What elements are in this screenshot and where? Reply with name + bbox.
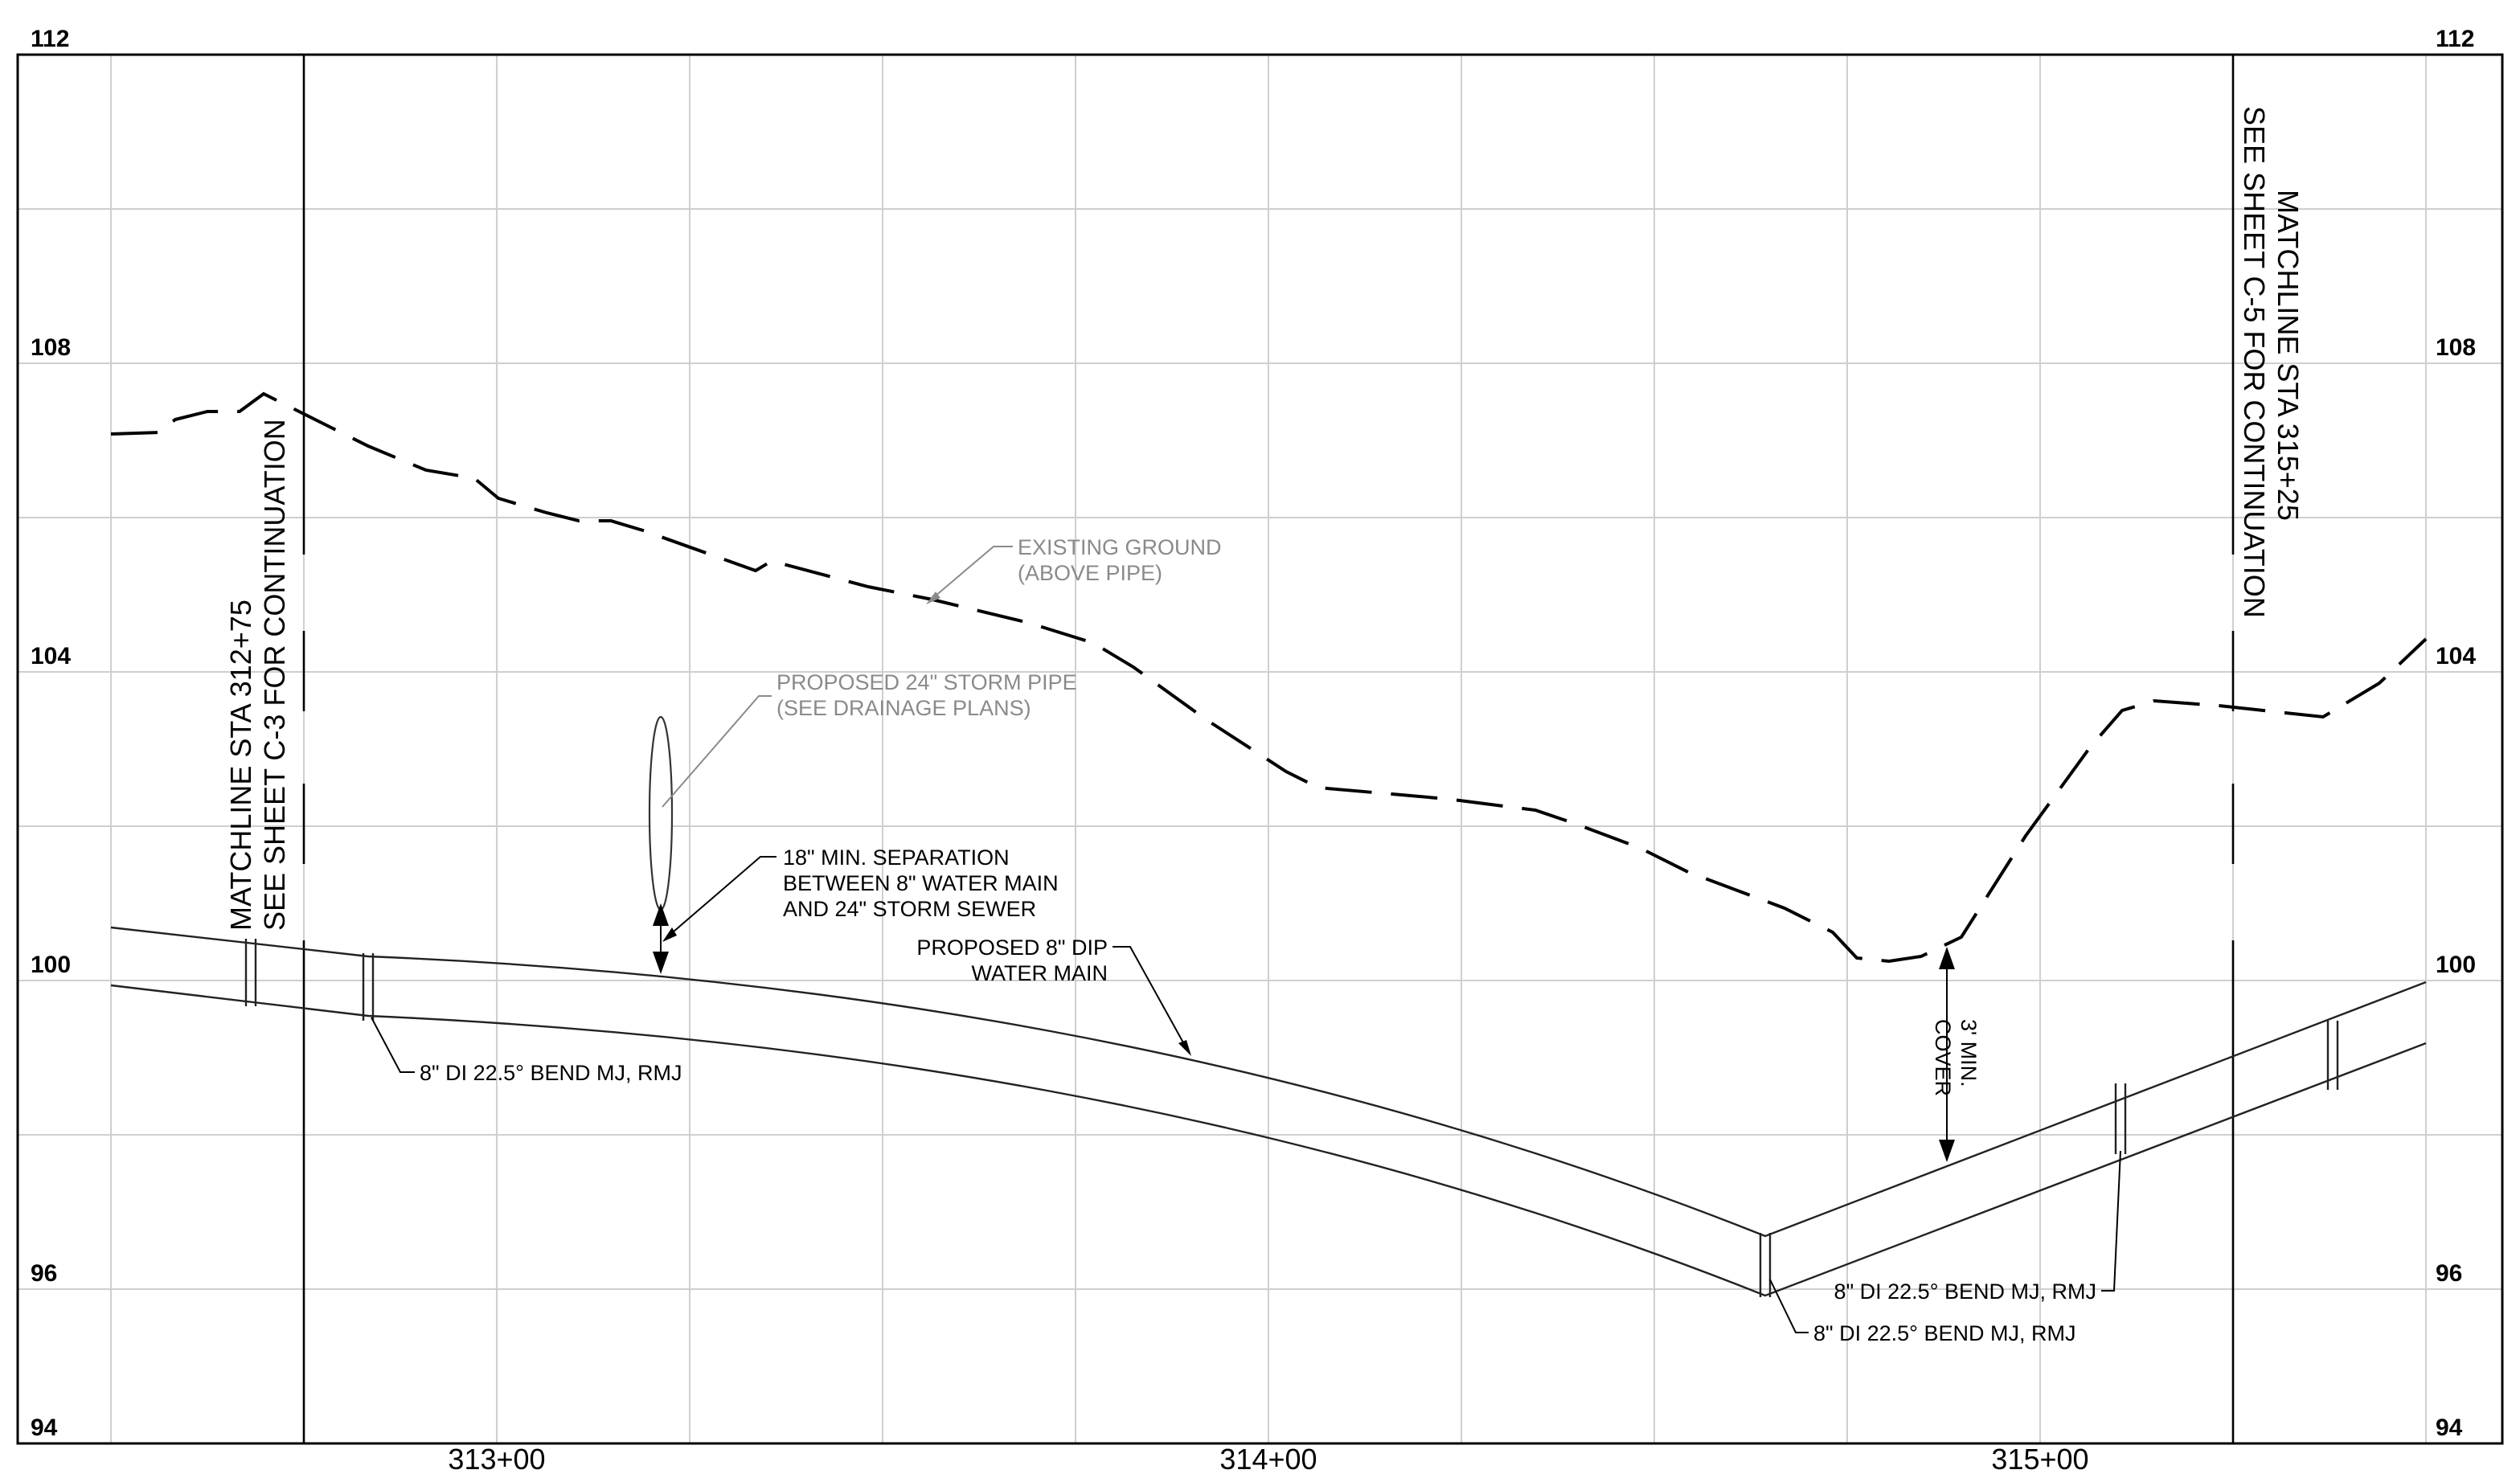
matchline-right-line1: MATCHLINE STA 315+25 (2272, 190, 2305, 521)
elevation-label: 108 (31, 334, 71, 361)
note-line: (SEE DRAINAGE PLANS) (776, 696, 1031, 720)
matchline-right-label: MATCHLINE STA 315+25 SEE SHEET C-5 FOR C… (2238, 106, 2305, 618)
note-bend-1: 8" DI 22.5° BEND MJ, RMJ (420, 1061, 682, 1085)
elevation-label: 112 (2436, 26, 2474, 52)
water-main-top-line (110, 926, 2427, 1238)
note-storm-pipe: PROPOSED 24" STORM PIPE (SEE DRAINAGE PL… (776, 670, 1077, 720)
station-label: 315+00 (1991, 1443, 2088, 1476)
sheet-frame (16, 53, 2504, 1445)
bend-fitting (1759, 1233, 1772, 1297)
station-label: 314+00 (1219, 1443, 1317, 1476)
elevation-label: 104 (2436, 643, 2476, 669)
station-axis: 313+00 314+00 315+00 (448, 1443, 2088, 1476)
matchline-left-line2: SEE SHEET C-3 FOR CONTINUATION (258, 419, 291, 931)
elevation-axis-right: 112 108 104 100 96 94 (2436, 26, 2476, 1441)
elevation-label: 96 (31, 1260, 57, 1287)
elevation-label: 94 (2436, 1415, 2463, 1441)
note-line: PROPOSED 24" STORM PIPE (776, 670, 1077, 694)
water-main-pipe (110, 926, 2427, 1297)
elevation-label: 108 (2436, 334, 2476, 361)
note-line: PROPOSED 8" DIP (916, 936, 1108, 960)
leaders (371, 546, 2121, 1333)
elevation-label: 94 (31, 1415, 58, 1441)
pipe-fittings (244, 939, 2339, 1297)
note-line: WATER MAIN (972, 961, 1108, 985)
elevation-label: 112 (31, 26, 69, 52)
existing-ground-profile (110, 391, 2428, 964)
note-line: 3' MIN. (1957, 1019, 1981, 1087)
note-separation: 18" MIN. SEPARATION BETWEEN 8" WATER MAI… (783, 845, 1059, 921)
elevation-label: 100 (2436, 952, 2476, 978)
matchline-left-label: MATCHLINE STA 312+75 SEE SHEET C-3 FOR C… (224, 419, 291, 931)
note-bend-2: 8" DI 22.5° BEND MJ, RMJ (1834, 1279, 2096, 1304)
elevation-label: 96 (2436, 1260, 2462, 1287)
note-line: BETWEEN 8" WATER MAIN (783, 871, 1059, 895)
note-water-main: PROPOSED 8" DIP WATER MAIN (916, 936, 1108, 985)
note-line: COVER (1931, 1019, 1955, 1096)
bend-leader-1 (371, 1017, 415, 1073)
bend-fitting (2114, 1083, 2127, 1154)
separation-dimension (653, 903, 669, 974)
elevation-axis-left: 112 108 104 100 96 94 (31, 26, 71, 1441)
matchline-right-line2: SEE SHEET C-5 FOR CONTINUATION (2238, 106, 2271, 618)
storm-pipe-section (648, 715, 674, 911)
elevation-label: 104 (31, 643, 71, 669)
pipe-joint (244, 939, 257, 1006)
note-line: AND 24" STORM SEWER (783, 897, 1036, 921)
station-label: 313+00 (448, 1443, 545, 1476)
note-bend-3: 8" DI 22.5° BEND MJ, RMJ (1813, 1321, 2075, 1345)
pipe-joint (2326, 1021, 2339, 1090)
bend-fitting (362, 953, 375, 1021)
elevation-label: 100 (31, 952, 71, 978)
storm-pipe-leader (662, 695, 772, 808)
note-cover: 3' MIN. COVER (1931, 1019, 1981, 1096)
water-main-leader (1112, 946, 1189, 1052)
matchline-left-line1: MATCHLINE STA 312+75 (224, 600, 257, 931)
bend-leader-3 (1769, 1279, 1809, 1333)
bend-leader-2 (2101, 1150, 2121, 1292)
grid (18, 55, 2502, 1443)
note-line: EXISTING GROUND (1018, 535, 1222, 559)
existing-ground-leader (928, 546, 1013, 602)
note-line: (ABOVE PIPE) (1018, 561, 1162, 585)
water-main-bottom-line (110, 984, 2427, 1297)
note-line: 18" MIN. SEPARATION (783, 845, 1010, 870)
separation-leader (666, 856, 776, 938)
cover-dimension (1939, 947, 1955, 1162)
note-existing-ground: EXISTING GROUND (ABOVE PIPE) (1018, 535, 1222, 585)
